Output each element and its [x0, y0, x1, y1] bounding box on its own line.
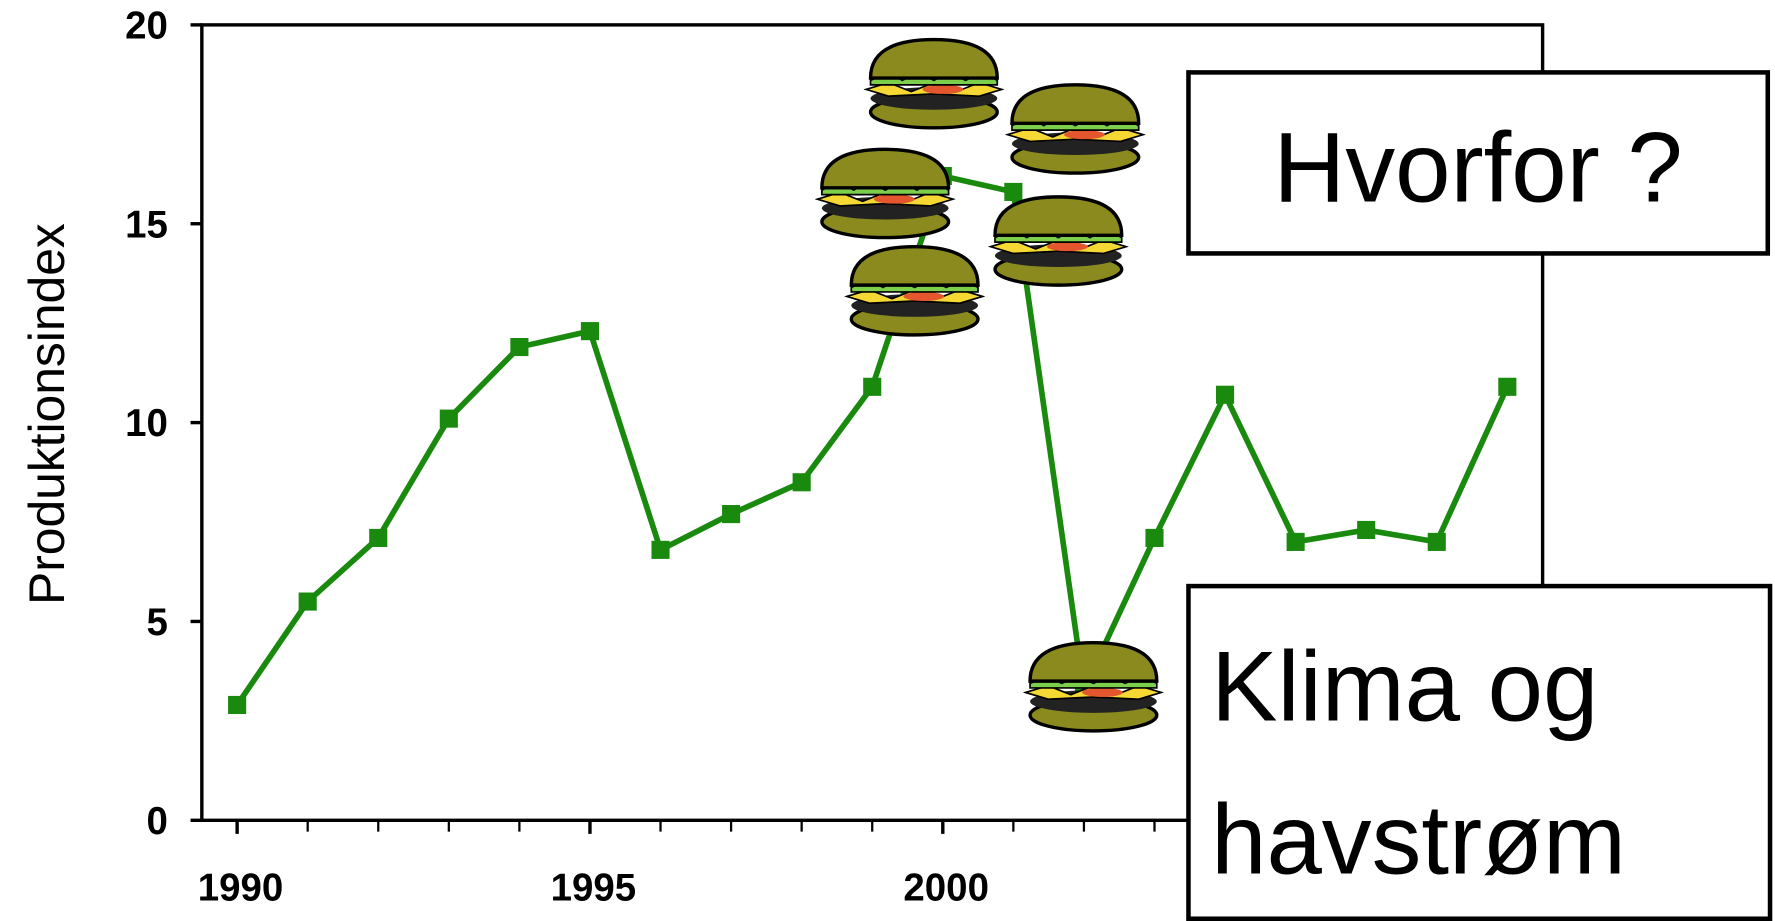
point-marker [793, 473, 811, 491]
point-marker [1216, 386, 1234, 404]
point-marker [228, 696, 246, 714]
annotation: Hvorfor ? [1273, 112, 1682, 223]
burger-icon [866, 40, 1002, 128]
burger-icon [817, 149, 953, 237]
point-marker [581, 322, 599, 340]
annotation: havstrøm [1211, 784, 1626, 895]
y-tick-label: 20 [125, 4, 168, 47]
chart: Produktionsindex 0 5 10 15 20 1990 1995 2000 Hv… [0, 0, 1775, 921]
y-tick-label: 0 [147, 800, 168, 843]
point-marker [440, 410, 458, 428]
point-marker [863, 378, 881, 396]
point-marker [722, 505, 740, 523]
point-marker [651, 541, 669, 559]
point-marker [1287, 533, 1305, 551]
point-marker [369, 529, 387, 547]
burger-icon [847, 247, 983, 335]
y-axis-label: Produktionsindex [19, 223, 75, 605]
burger-icon [990, 197, 1126, 285]
annotation: Klima og [1211, 632, 1598, 743]
y-tick-label: 10 [125, 402, 168, 445]
burger-icon [1026, 643, 1162, 731]
point-marker [1145, 529, 1163, 547]
x-tick-label: 2000 [903, 867, 989, 910]
point-marker [1004, 183, 1022, 201]
point-marker [1357, 521, 1375, 539]
point-marker [299, 593, 317, 611]
point-marker [1498, 378, 1516, 396]
point-marker [1428, 533, 1446, 551]
x-tick-label: 1995 [551, 867, 637, 910]
burger-icon [1007, 85, 1143, 173]
x-tick-label: 1990 [198, 867, 284, 910]
y-tick-label: 5 [147, 601, 168, 644]
point-marker [510, 338, 528, 356]
y-tick-label: 15 [125, 203, 168, 246]
